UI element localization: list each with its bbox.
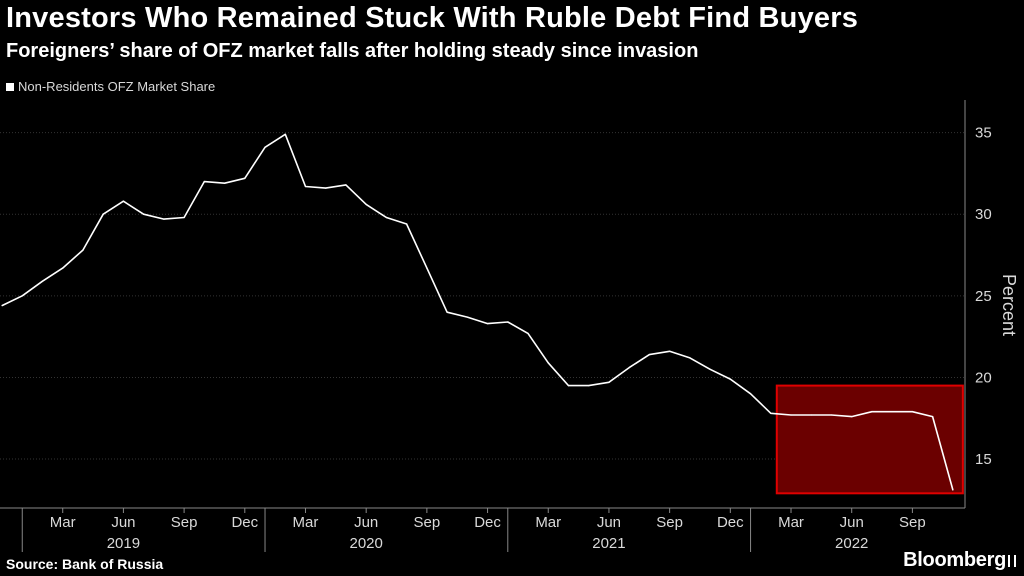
data-point: [830, 414, 833, 416]
data-point: [810, 414, 812, 416]
data-point: [385, 216, 388, 219]
axis-layer: 15 20 25 30 35 Mar Jun Sep Dec Mar Jun Sep Dec Mar Jun…: [0, 100, 992, 552]
data-point: [446, 311, 448, 313]
data-point: [41, 280, 44, 282]
data-point: [466, 316, 468, 318]
data-point: [21, 295, 23, 297]
x-tick-label: Mar: [535, 514, 561, 531]
line-layer: [1, 133, 954, 491]
data-point: [749, 393, 752, 395]
highlight-box: [775, 384, 964, 495]
brand-logo: Bloomberg: [903, 549, 1016, 572]
data-point: [102, 213, 104, 215]
data-point: [871, 411, 873, 413]
data-point: [1, 305, 3, 307]
data-point: [770, 412, 772, 414]
x-tick-label: Jun: [111, 514, 135, 531]
data-point: [709, 368, 711, 370]
highlight-layer: [775, 384, 964, 495]
data-point: [143, 213, 145, 215]
series-line: [1, 133, 954, 491]
data-point: [304, 185, 307, 188]
data-point: [284, 133, 286, 135]
data-point: [426, 267, 428, 269]
x-tick-label: Sep: [899, 514, 926, 531]
data-point: [669, 350, 671, 352]
data-point: [122, 200, 125, 202]
data-point: [729, 378, 731, 380]
brand-text: Bloomberg: [903, 549, 1006, 571]
data-point: [203, 181, 205, 183]
x-tick-label: Mar: [293, 514, 319, 531]
bloomberg-icon: [1008, 554, 1016, 567]
x-tick-label: Sep: [171, 514, 198, 531]
data-point: [628, 367, 630, 369]
data-point: [507, 321, 509, 323]
year-label-2020: 2020: [349, 535, 382, 552]
data-point: [547, 362, 549, 364]
data-point: [82, 249, 84, 251]
legend-swatch: [6, 82, 14, 91]
data-point: [223, 182, 226, 184]
data-point: [163, 218, 165, 220]
x-tick-label: Jun: [354, 514, 378, 531]
data-point: [567, 385, 570, 387]
chart-subtitle: Foreigners’ share of OFZ market falls af…: [6, 40, 699, 62]
data-point: [648, 353, 651, 356]
data-point: [264, 146, 266, 148]
y-tick-label-20: 20: [975, 369, 992, 386]
y-tick-label-15: 15: [975, 451, 992, 468]
data-point: [689, 357, 691, 359]
data-point: [183, 216, 185, 219]
data-point: [244, 177, 246, 179]
x-tick-label: Jun: [840, 514, 864, 531]
data-point: [851, 416, 853, 418]
x-tick-label: Mar: [50, 514, 76, 531]
year-label-2022: 2022: [835, 535, 868, 552]
data-point: [325, 187, 327, 189]
y-tick-label-35: 35: [975, 125, 992, 142]
y-axis-label: Percent: [999, 274, 1019, 336]
data-point: [588, 385, 590, 387]
y-tick-label-30: 30: [975, 206, 992, 223]
y-tick-label-25: 25: [975, 288, 992, 305]
data-point: [365, 203, 367, 206]
source-note: Source: Bank of Russia: [6, 556, 164, 572]
data-point: [62, 267, 64, 269]
data-point: [486, 322, 489, 325]
data-point: [406, 223, 408, 225]
x-tick-label: Sep: [414, 514, 441, 531]
data-point: [790, 414, 792, 416]
data-point: [932, 416, 934, 418]
chart-title: Investors Who Remained Stuck With Ruble …: [6, 2, 859, 34]
x-tick-label: Jun: [597, 514, 621, 531]
data-point: [345, 184, 347, 186]
legend-label: Non-Residents OFZ Market Share: [18, 79, 216, 94]
data-point: [608, 381, 610, 383]
x-tick-label: Dec: [474, 514, 501, 531]
x-tick-label: Dec: [231, 514, 258, 531]
data-point: [911, 411, 914, 413]
data-point: [891, 411, 893, 413]
data-point: [527, 332, 529, 334]
x-tick-label: Sep: [656, 514, 683, 531]
year-label-2021: 2021: [592, 535, 625, 552]
data-point: [952, 489, 954, 491]
x-tick-label: Dec: [717, 514, 744, 531]
x-tick-label: Mar: [778, 514, 804, 531]
legend: Non-Residents OFZ Market Share: [6, 79, 215, 94]
year-label-2019: 2019: [107, 535, 140, 552]
